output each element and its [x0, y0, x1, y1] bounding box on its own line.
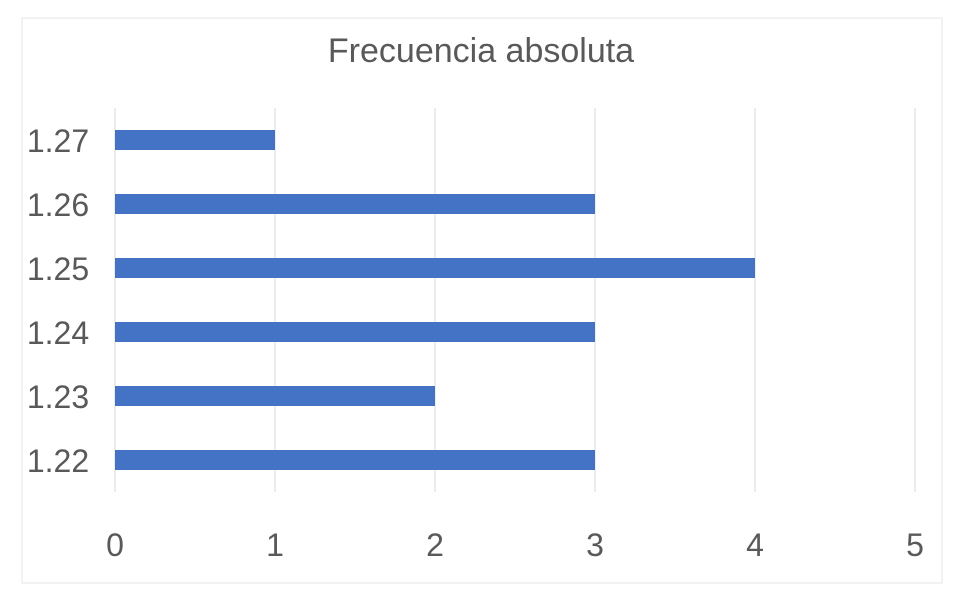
x-tick-label: 3 — [586, 527, 604, 563]
bar-1-26 — [115, 194, 595, 214]
y-tick-label: 1.25 — [27, 251, 89, 287]
bar-1-25 — [115, 258, 755, 278]
x-tick-label: 5 — [906, 527, 924, 563]
y-tick-label: 1.22 — [27, 443, 89, 479]
bar-1-24 — [115, 322, 595, 342]
y-tick-label: 1.23 — [27, 379, 89, 415]
y-tick-label: 1.24 — [27, 315, 89, 351]
x-tick-label: 0 — [106, 527, 124, 563]
bar-1-27 — [115, 130, 275, 150]
x-tick-label: 2 — [426, 527, 444, 563]
bars — [115, 130, 755, 470]
bar-1-23 — [115, 386, 435, 406]
y-tick-label: 1.27 — [27, 123, 89, 159]
chart-frame — [21, 17, 943, 584]
y-tick-label: 1.26 — [27, 187, 89, 223]
bar-1-22 — [115, 450, 595, 470]
x-tick-label: 4 — [746, 527, 764, 563]
x-tick-label: 1 — [266, 527, 284, 563]
axis-labels: 0 1 2 3 4 5 1.22 1.23 1.24 1.25 1.26 1.27 — [27, 123, 924, 563]
gridlines — [114, 108, 916, 492]
chart-title: Frecuencia absoluta — [328, 32, 634, 70]
